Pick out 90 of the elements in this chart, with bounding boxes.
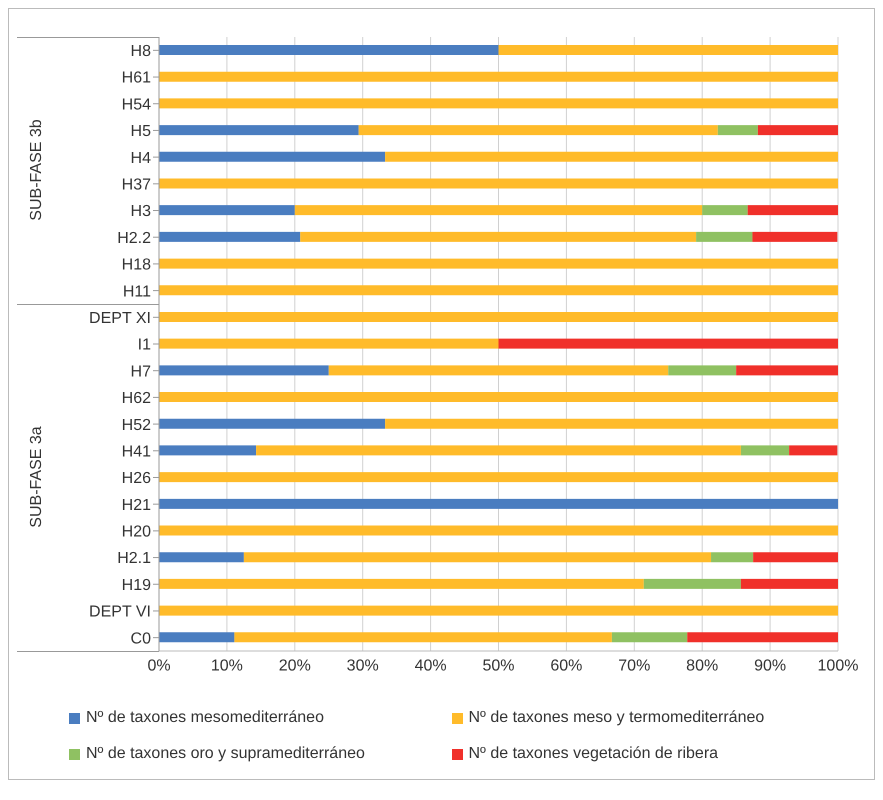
bar (159, 578, 644, 589)
bar (328, 365, 668, 376)
bar (498, 338, 838, 349)
bar (758, 125, 838, 136)
bar (159, 606, 838, 616)
y-tick-label: H20 (122, 524, 152, 541)
y-tick-label: DEPT XI (89, 310, 151, 327)
y-tick-label: DEPT VI (89, 604, 151, 621)
text: SUB-FASE 3a (28, 426, 46, 528)
bar (159, 418, 386, 429)
bar (159, 285, 838, 296)
y-tick-label: H2.2 (117, 230, 152, 247)
legend-label: Nº de taxones oro y supramediterráneo (86, 745, 365, 763)
bar (244, 552, 712, 562)
bar (159, 472, 838, 482)
bar (385, 418, 838, 429)
bar (789, 445, 838, 456)
bar (159, 72, 838, 82)
y-tick-label: H7 (130, 363, 152, 380)
legend-label: Nº de taxones mesomediterráneo (86, 709, 324, 727)
bar (687, 632, 838, 642)
y-tick-label: H52 (122, 416, 152, 434)
bar (748, 205, 838, 216)
text: SUB-FASE 3b (28, 120, 46, 222)
bar (159, 365, 329, 376)
x-tick-label: 70% (618, 657, 650, 674)
y-tick-label: H2.1 (117, 550, 152, 568)
bar (159, 632, 234, 642)
legend-label: Nº de taxones vegetación de ribera (468, 745, 718, 763)
y-tick-label: H18 (122, 256, 152, 274)
bar (740, 578, 838, 589)
bar (159, 152, 386, 162)
y-tick-label: H3 (130, 203, 152, 220)
y-tick-label: I1 (138, 336, 152, 354)
bar (498, 45, 838, 55)
bar (159, 312, 838, 322)
bar (159, 232, 300, 242)
bar (159, 45, 498, 55)
bar (159, 125, 359, 136)
bar (159, 205, 295, 216)
bar (696, 232, 752, 242)
bar (612, 632, 688, 642)
bar (256, 445, 741, 456)
y-tick-label: H5 (130, 123, 152, 140)
y-tick-label: H8 (130, 43, 152, 60)
bar (159, 178, 838, 188)
y-tick-label: H62 (122, 390, 152, 408)
y-tick-label: H54 (122, 96, 152, 114)
x-tick-label: 30% (346, 657, 379, 674)
bar (753, 552, 838, 562)
x-tick-label: 60% (550, 657, 582, 674)
bar (159, 98, 838, 108)
y-tick-label: H21 (122, 496, 152, 514)
x-tick-label: 10% (210, 657, 243, 674)
y-tick-label: H26 (122, 470, 152, 488)
x-tick-label: 90% (754, 657, 786, 674)
x-tick-label: 50% (482, 657, 515, 674)
bar (644, 578, 741, 589)
bar (159, 498, 838, 509)
bar (159, 392, 838, 402)
y-tick-label: H41 (122, 443, 152, 460)
bar (385, 152, 838, 162)
y-tick-label: H37 (122, 176, 152, 194)
bar (740, 445, 790, 456)
bar (300, 232, 696, 242)
bar (159, 258, 838, 269)
x-tick-label: 20% (278, 657, 311, 674)
bar (718, 125, 758, 136)
bar (668, 365, 736, 376)
y-tick-label: H19 (122, 576, 152, 594)
bar (711, 552, 754, 562)
y-tick-label: H11 (122, 283, 152, 300)
bar (736, 365, 838, 376)
bar (752, 232, 838, 242)
y-tick-label: H4 (130, 150, 152, 167)
y-tick-label: H61 (122, 70, 152, 87)
bar (159, 445, 256, 456)
x-tick-label: 40% (414, 657, 447, 674)
bar (159, 552, 244, 562)
bar (234, 632, 612, 642)
bar (159, 338, 498, 349)
legend-label: Nº de taxones meso y termomediterráneo (468, 709, 764, 727)
bar (358, 125, 718, 136)
x-tick-label: 80% (686, 657, 718, 674)
bar (294, 205, 702, 216)
bar (159, 526, 838, 536)
y-tick-label: C0 (130, 630, 152, 648)
bar (702, 205, 748, 216)
x-tick-label: 0% (147, 657, 171, 674)
x-tick-label: 100% (818, 657, 858, 674)
